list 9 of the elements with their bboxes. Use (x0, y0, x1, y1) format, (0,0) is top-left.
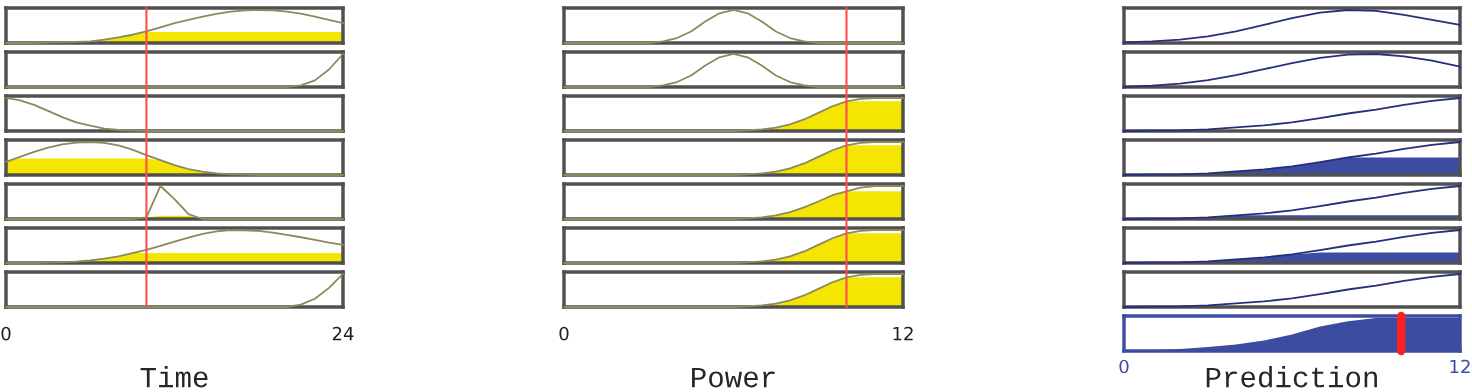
x-axis-title: Power (692, 367, 775, 388)
x-tick-label: 0 (1119, 359, 1129, 374)
x-tick-label: 24 (332, 326, 354, 341)
x-tick-label: 12 (1450, 359, 1470, 374)
x-tick-label: 12 (893, 326, 913, 341)
x-axis-title: Prediction (1206, 366, 1377, 388)
x-tick-label: 0 (1, 326, 11, 341)
x-axis-title: Time (140, 366, 208, 388)
x-tick-label: 0 (559, 326, 569, 341)
